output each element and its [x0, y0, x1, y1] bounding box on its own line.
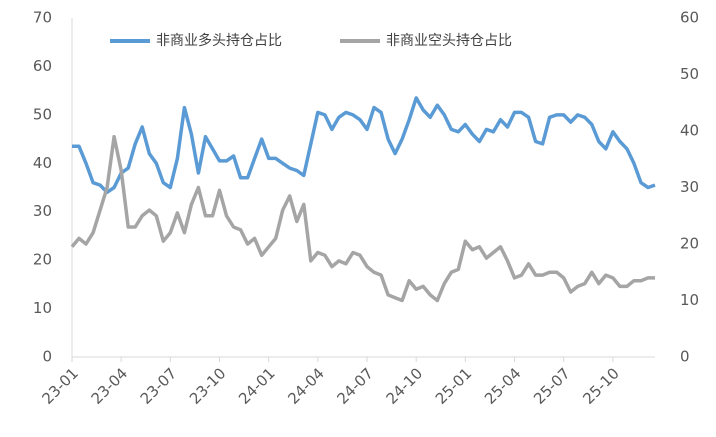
x-tick-label: 25-04 [481, 364, 525, 408]
x-tick-label: 23-10 [186, 364, 230, 408]
y2-tick-label: 20 [680, 235, 699, 253]
x-tick-label: 23-01 [38, 364, 82, 408]
y-tick-label: 0 [42, 348, 52, 366]
y-tick-label: 30 [33, 202, 52, 220]
y-tick-label: 20 [33, 251, 52, 269]
series-line [72, 96, 656, 195]
x-tick-label: 24-04 [284, 364, 328, 408]
x-tick-label: 24-07 [333, 364, 377, 408]
y2-tick-label: 30 [680, 178, 699, 196]
y-tick-label: 40 [33, 154, 52, 172]
x-tick-label: 23-04 [88, 364, 132, 408]
y-tick-label: 70 [33, 9, 52, 27]
x-tick-label: 25-10 [579, 364, 623, 408]
x-tick-label: 25-07 [530, 364, 574, 408]
y2-tick-label: 50 [680, 65, 699, 83]
y2-tick-label: 10 [680, 291, 699, 309]
x-tick-label: 25-01 [432, 364, 476, 408]
x-tick-label: 24-10 [383, 364, 427, 408]
x-tick-label: 24-01 [235, 364, 279, 408]
y2-tick-label: 60 [680, 9, 699, 27]
y-tick-label: 50 [33, 105, 52, 123]
legend-text: 非商业空头持仓占比 [386, 33, 512, 49]
x-tick-label: 23-07 [137, 364, 181, 408]
y2-tick-label: 40 [680, 122, 699, 140]
y-tick-label: 10 [33, 299, 52, 317]
y2-tick-label: 0 [680, 348, 690, 366]
y-tick-label: 60 [33, 57, 52, 75]
series-line [70, 134, 655, 303]
legend-text: 非商业多头持仓占比 [156, 32, 282, 49]
